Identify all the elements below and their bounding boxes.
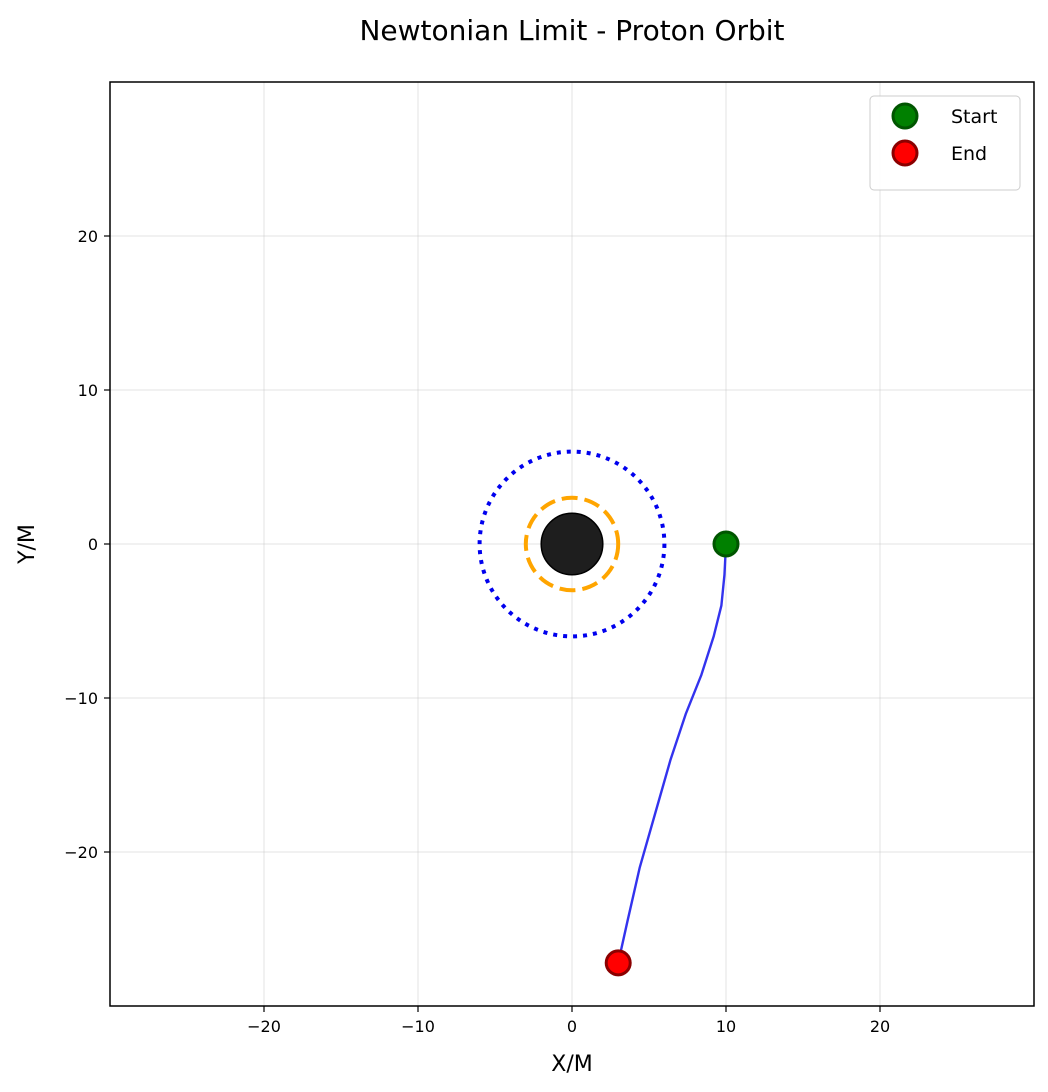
y-tick-label: 20 xyxy=(78,227,98,246)
circle-layer xyxy=(477,449,667,639)
photon-sphere-circle xyxy=(523,495,621,593)
start-marker xyxy=(712,530,740,558)
legend-marker-start xyxy=(891,102,919,130)
isco-circle xyxy=(477,449,667,639)
x-tick-label: 0 xyxy=(567,1017,577,1036)
trajectory-line xyxy=(617,543,728,964)
x-tick-label: −20 xyxy=(247,1017,281,1036)
y-tick-label: 10 xyxy=(78,381,98,400)
y-tick-label: −10 xyxy=(64,689,98,708)
legend-marker-end xyxy=(891,139,919,167)
legend: Start End xyxy=(869,95,1021,191)
end-marker xyxy=(604,949,632,977)
x-tick-label: 10 xyxy=(716,1017,736,1036)
y-axis-title: Y/M xyxy=(15,524,40,565)
x-tick-label: 20 xyxy=(870,1017,890,1036)
y-tick-label: 0 xyxy=(88,535,98,554)
y-tick-label: −20 xyxy=(64,843,98,862)
chart-title: Newtonian Limit - Proton Orbit xyxy=(359,14,784,47)
legend-box xyxy=(869,95,1021,191)
x-tick-label: −10 xyxy=(401,1017,435,1036)
legend-label-start: Start xyxy=(951,106,997,128)
black-hole-circle xyxy=(540,512,604,576)
legend-label-end: End xyxy=(951,143,987,165)
x-axis-title: X/M xyxy=(551,1052,592,1077)
tick-layer: −20 −10 0 10 20 −20 −10 0 10 20 xyxy=(64,227,890,1036)
series-layer xyxy=(604,530,740,977)
